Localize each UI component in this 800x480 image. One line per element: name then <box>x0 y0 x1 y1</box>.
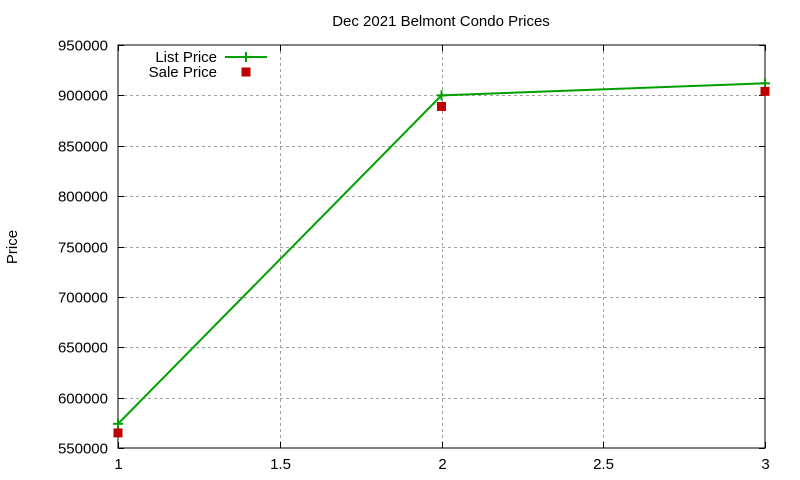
x-tick-label: 1.5 <box>270 456 291 473</box>
y-axis-label: Price <box>4 230 21 264</box>
y-tick-label: 600000 <box>58 391 108 408</box>
chart-title: Dec 2021 Belmont Condo Prices <box>332 13 550 30</box>
y-tick-label: 950000 <box>58 38 108 55</box>
square-marker-icon <box>760 86 770 96</box>
legend-label-sale-price: Sale Price <box>149 64 217 81</box>
plot-area-border <box>117 44 766 449</box>
series-sale-price <box>113 86 770 438</box>
legend-square-marker-icon <box>241 67 251 77</box>
y-axis-ticks: 550000 600000 650000 700000 750000 800000 8500… <box>58 38 765 458</box>
legend-item-sale-price: Sale Price <box>149 64 251 81</box>
x-axis-ticks: 1 1.5 2 2.5 3 <box>114 45 770 473</box>
y-tick-label: 700000 <box>58 290 108 307</box>
y-tick-label: 650000 <box>58 340 108 357</box>
legend-square-icon <box>241 67 251 77</box>
legend-item-list-price: List Price <box>155 49 267 66</box>
series-list-price <box>113 78 770 429</box>
y-tick-label: 850000 <box>58 139 108 156</box>
y-tick-label: 750000 <box>58 240 108 257</box>
legend-label-list-price: List Price <box>155 49 217 66</box>
legend-line-plus-icon <box>225 52 267 62</box>
x-tick-label: 2.5 <box>593 456 614 473</box>
y-tick-label: 800000 <box>58 189 108 206</box>
y-tick-label: 550000 <box>58 441 108 458</box>
x-tick-label: 1 <box>114 456 122 473</box>
square-marker-icon <box>437 101 446 111</box>
x-tick-label: 3 <box>761 456 769 473</box>
x-tick-label: 2 <box>438 456 446 473</box>
y-tick-label: 900000 <box>58 88 108 105</box>
data-series <box>113 78 770 438</box>
legend: List Price Sale Price <box>149 49 267 81</box>
square-marker-icon <box>113 428 123 438</box>
grid-lines <box>118 45 765 448</box>
